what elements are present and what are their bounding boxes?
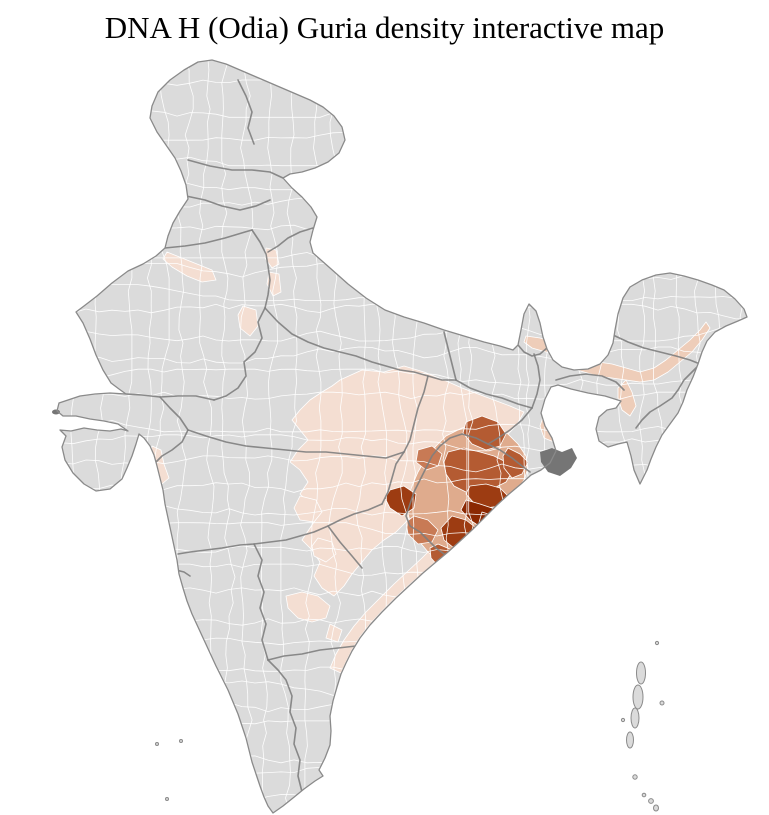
density-region-telangana-spot-1[interactable] <box>293 495 323 523</box>
map-title: DNA H (Odia) Guria density interactive m… <box>104 10 665 45</box>
density-region-southeast-coastal-strip[interactable] <box>329 537 453 674</box>
andaman-nicobar-islands[interactable] <box>620 640 665 812</box>
kori-creek-marsh <box>52 409 60 415</box>
sundarbans-delta-marsh <box>540 448 577 476</box>
density-region-bengal-spot-2[interactable] <box>547 391 561 409</box>
density-region-kerala-spot[interactable] <box>239 751 248 769</box>
lakshadweep-islands[interactable] <box>155 739 183 801</box>
density-region-jaipur-spot[interactable] <box>237 305 259 337</box>
